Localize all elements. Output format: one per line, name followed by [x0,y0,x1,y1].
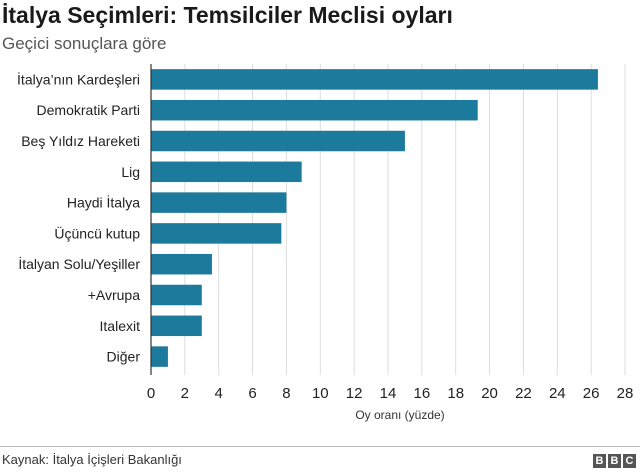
chart-title: İtalya Seçimleri: Temsilciler Meclisi oy… [2,2,453,28]
category-label: Italexit [100,318,141,334]
category-label: Lig [121,164,140,180]
bars [151,69,598,367]
x-tick-label: 18 [447,385,464,402]
bbc-logo-letter-b1: B [593,454,606,468]
category-label: Demokratik Parti [37,102,140,118]
bar-chart: İtalya’nın Kardeşleri Demokratik Parti Beş… [17,64,634,422]
category-label: Haydi İtalya [67,194,140,211]
x-tick-label: 0 [147,385,155,402]
x-tick-label: 12 [346,385,363,402]
bar [151,192,287,213]
source-note: Kaynak: İtalya İçişleri Bakanlığı [2,452,182,467]
x-tick-label: 4 [215,385,223,402]
x-tick-label: 6 [248,385,256,402]
bar [151,99,478,121]
x-tick-label: 28 [617,385,634,402]
category-label: +Avrupa [88,287,140,303]
x-tick-label: 2 [181,385,189,402]
category-label: Üçüncü kutup [54,224,140,241]
bbc-logo: B B C [593,454,636,468]
x-tick-label: 8 [282,385,290,402]
category-label: İtalya’nın Kardeşleri [17,70,140,87]
category-label: İtalyan Solu/Yeşiller [18,255,140,272]
x-tick-label: 14 [380,385,397,402]
category-label: Beş Yıldız Hareketi [21,133,140,149]
x-tick-label: 10 [312,385,329,402]
bar [151,315,202,337]
bar [151,161,302,183]
bbc-logo-letter-b2: B [608,454,621,468]
category-labels: İtalya’nın Kardeşleri Demokratik Parti Beş… [17,70,140,364]
footer-divider [0,446,640,447]
x-tick-label: 26 [583,385,600,402]
bar [151,130,405,152]
bar [151,223,282,244]
category-label: Diğer [107,349,141,365]
x-axis-label: Oy oranı (yüzde) [355,408,444,422]
bar [151,284,202,306]
bbc-logo-letter-c: C [623,454,636,468]
bar [151,69,598,90]
x-tick-label: 20 [481,385,498,402]
x-tick-labels: 0 2 4 6 8 10 12 14 16 18 20 22 24 26 28 [147,385,634,402]
chart-subtitle: Geçici sonuçlara göre [2,34,167,53]
x-tick-label: 16 [414,385,431,402]
x-tick-label: 24 [549,385,566,402]
bar [151,346,168,367]
x-tick-label: 22 [515,385,532,402]
bar [151,253,212,275]
